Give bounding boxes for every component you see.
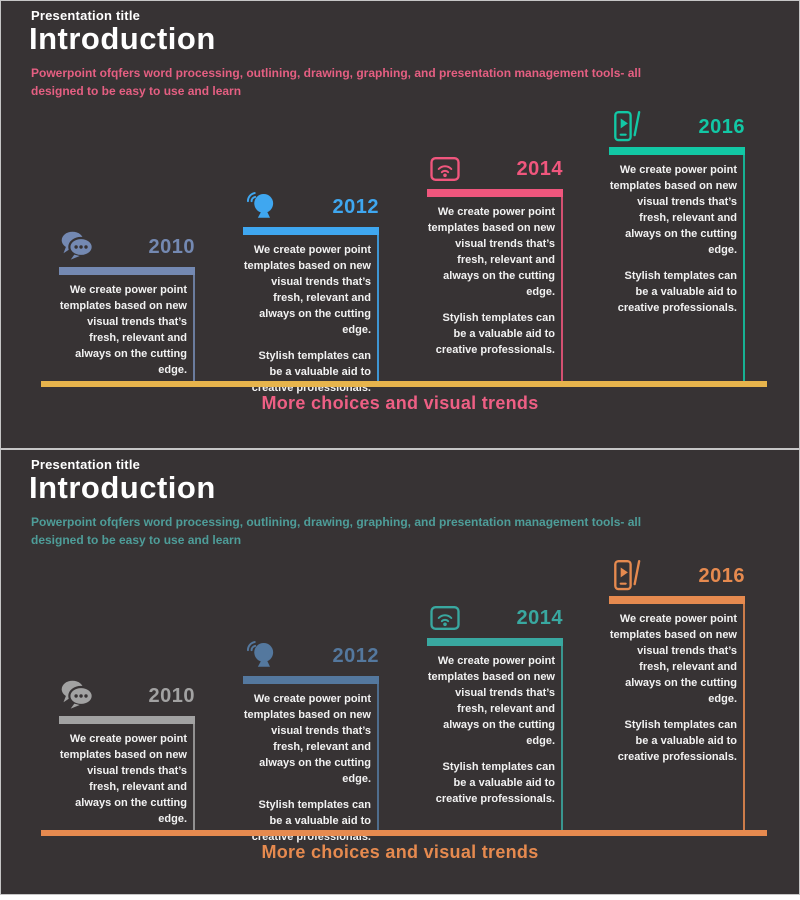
milestone-header: 2010 — [59, 678, 195, 714]
milestone-bar — [427, 189, 563, 197]
milestone-year: 2016 — [698, 115, 745, 138]
milestone-connector-line — [743, 155, 745, 381]
milestone-2016: 2016 We create power point templates bas… — [609, 558, 745, 830]
chat-bubbles-icon — [59, 678, 95, 714]
milestone-header: 2010 — [59, 229, 195, 265]
wifi-tablet-icon — [427, 600, 463, 636]
milestone-text: We create power point templates based on… — [427, 654, 555, 817]
slide-title: Introduction — [29, 470, 216, 505]
milestone-header: 2014 — [427, 600, 563, 636]
milestone-connector-line — [743, 604, 745, 830]
milestone-bar — [427, 638, 563, 646]
milestone-bar — [609, 596, 745, 604]
smartphone-play-icon — [609, 109, 645, 145]
milestone-2012: 2012 We create power point templates bas… — [243, 189, 379, 394]
milestone-2014: 2014 We create power point templates bas… — [427, 600, 563, 830]
milestone-2012: 2012 We create power point templates bas… — [243, 638, 379, 843]
milestone-header: 2014 — [427, 151, 563, 187]
smartphone-play-icon — [609, 558, 645, 594]
satellite-dish-icon — [243, 638, 279, 674]
slide-1: Presentation title Introduction Powerpoi… — [0, 0, 800, 449]
milestone-header: 2012 — [243, 638, 379, 674]
milestone-text: We create power point templates based on… — [427, 205, 555, 368]
milestone-paragraph: We create power point templates based on… — [427, 655, 555, 747]
milestone-bar — [609, 147, 745, 155]
milestone-connector-line — [193, 275, 195, 381]
milestone-connector-line — [377, 235, 379, 381]
footer-label: More choices and visual trends — [261, 393, 539, 413]
milestone-2010: 2010 We create power point templates bas… — [59, 678, 195, 830]
milestone-bar — [59, 716, 195, 724]
milestone-year: 2014 — [516, 606, 563, 629]
satellite-dish-icon — [243, 189, 279, 225]
milestone-paragraph: We create power point templates based on… — [59, 284, 187, 376]
milestone-paragraph: Stylish templates can be a valuable aid … — [251, 349, 371, 394]
milestone-paragraph: Stylish templates can be a valuable aid … — [435, 311, 555, 356]
footer-label: More choices and visual trends — [261, 842, 539, 862]
milestone-year: 2010 — [148, 235, 195, 258]
milestone-year: 2012 — [332, 195, 379, 218]
slide-2: Presentation title Introduction Powerpoi… — [0, 449, 800, 895]
chat-bubbles-icon — [59, 229, 95, 265]
slide-title: Introduction — [29, 21, 216, 56]
milestone-header: 2016 — [609, 558, 745, 594]
milestone-bar — [243, 227, 379, 235]
milestone-paragraph: Stylish templates can be a valuable aid … — [617, 269, 737, 314]
milestone-text: We create power point templates based on… — [609, 163, 737, 326]
milestone-paragraph: We create power point templates based on… — [427, 206, 555, 298]
milestone-paragraph: Stylish templates can be a valuable aid … — [617, 718, 737, 763]
presentation-title-label: Presentation title — [31, 457, 141, 472]
milestone-paragraph: We create power point templates based on… — [243, 693, 371, 785]
milestone-paragraph: We create power point templates based on… — [59, 733, 187, 825]
timeline-bar — [41, 381, 767, 387]
milestone-text: We create power point templates based on… — [59, 283, 187, 389]
milestone-paragraph: We create power point templates based on… — [609, 613, 737, 705]
milestone-paragraph: We create power point templates based on… — [243, 244, 371, 336]
milestone-2016: 2016 We create power point templates bas… — [609, 109, 745, 381]
slide-subtitle: Powerpoint ofqfers word processing, outl… — [31, 66, 642, 98]
milestone-connector-line — [377, 684, 379, 830]
milestone-paragraph: Stylish templates can be a valuable aid … — [435, 760, 555, 805]
milestone-bar — [243, 676, 379, 684]
wifi-tablet-icon — [427, 151, 463, 187]
milestone-text: We create power point templates based on… — [243, 692, 371, 855]
milestone-text: We create power point templates based on… — [609, 612, 737, 775]
milestone-bar — [59, 267, 195, 275]
milestone-paragraph: We create power point templates based on… — [609, 164, 737, 256]
milestone-paragraph: Stylish templates can be a valuable aid … — [251, 798, 371, 843]
slide-subtitle: Powerpoint ofqfers word processing, outl… — [31, 515, 642, 547]
milestone-header: 2012 — [243, 189, 379, 225]
timeline-bar — [41, 830, 767, 836]
milestone-2010: 2010 We create power point templates bas… — [59, 229, 195, 381]
milestone-header: 2016 — [609, 109, 745, 145]
milestone-text: We create power point templates based on… — [59, 732, 187, 838]
milestone-year: 2016 — [698, 564, 745, 587]
milestone-year: 2010 — [148, 684, 195, 707]
milestone-connector-line — [561, 197, 563, 381]
milestone-connector-line — [193, 724, 195, 830]
milestone-connector-line — [561, 646, 563, 830]
milestone-year: 2012 — [332, 644, 379, 667]
milestone-year: 2014 — [516, 157, 563, 180]
milestone-2014: 2014 We create power point templates bas… — [427, 151, 563, 381]
presentation-title-label: Presentation title — [31, 8, 141, 23]
milestone-text: We create power point templates based on… — [243, 243, 371, 406]
